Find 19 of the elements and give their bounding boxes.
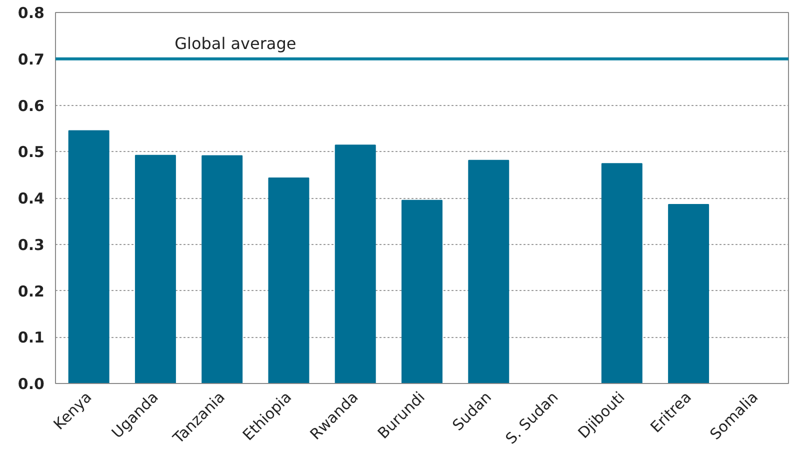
bar [134, 154, 176, 384]
bar [468, 160, 510, 384]
y-tick-label: 0.6 [18, 96, 45, 115]
y-tick-label: 0.7 [18, 50, 45, 68]
y-tick-label: 0.2 [18, 282, 45, 300]
bar [668, 204, 710, 384]
y-tick-label: 0.4 [18, 190, 45, 208]
y-tick-label: 0.1 [18, 328, 45, 347]
y-tick-label: 0.8 [18, 4, 45, 22]
bar [334, 144, 376, 384]
ref-line-label: Global average [174, 34, 296, 53]
bar [268, 178, 310, 384]
bar [68, 130, 110, 384]
y-tick-label: 0.0 [18, 375, 45, 393]
y-tick-label: 0.3 [18, 236, 45, 254]
bar [601, 163, 642, 384]
y-tick-label: 0.5 [18, 143, 45, 162]
bar [202, 155, 243, 384]
bar [402, 200, 442, 384]
